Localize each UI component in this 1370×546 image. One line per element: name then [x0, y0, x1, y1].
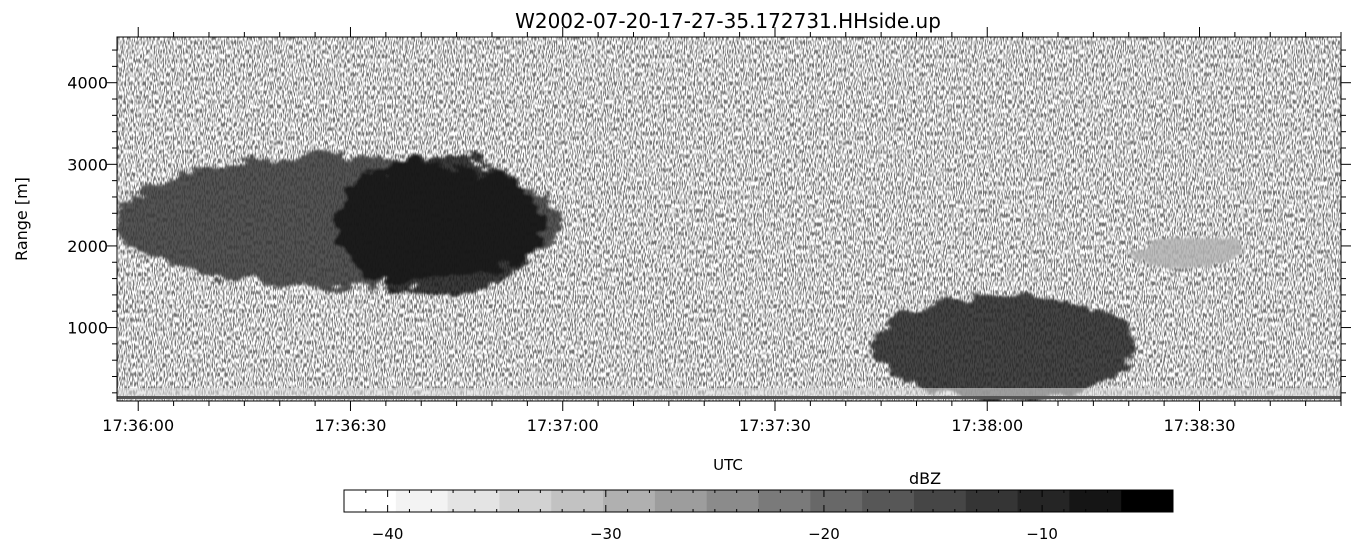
colorbar-tick-label: −40	[372, 525, 404, 543]
colorbar-level	[810, 490, 863, 512]
colorbar-level	[499, 490, 552, 512]
x-tick-label: 17:36:00	[102, 416, 174, 435]
colorbar-level	[654, 490, 708, 512]
y-tick-label: 2000	[67, 237, 108, 256]
echo-layer	[117, 37, 1341, 401]
colorbar-level	[344, 490, 397, 512]
y-tick-label: 1000	[67, 319, 108, 338]
y-tick-label: 3000	[67, 155, 108, 174]
chart-title: W2002-07-20-17-27-35.172731.HHside.up	[515, 9, 941, 33]
colorbar-level	[706, 490, 759, 512]
echo-feature-2	[336, 156, 542, 295]
plot-frame	[116, 36, 1342, 402]
colorbar-level	[758, 490, 811, 512]
colorbar-label: dBZ	[909, 469, 941, 488]
ground-clutter-band	[117, 388, 1341, 398]
colorbar-level	[1069, 490, 1122, 512]
x-tick-label: 17:37:00	[527, 416, 599, 435]
colorbar-level	[862, 490, 915, 512]
x-tick-label: 17:38:00	[951, 416, 1023, 435]
colorbar-level	[447, 490, 500, 512]
x-axis: 17:36:00 17:36:30 17:37:00 17:37:30 17:38:00…	[102, 27, 1342, 435]
y-axis: 1000 2000 3000 4000	[67, 49, 1351, 394]
ground-clutter-line	[117, 396, 1341, 399]
colorbar-level	[603, 490, 656, 512]
colorbar-level	[913, 490, 967, 512]
colorbar-tick-label: −20	[808, 525, 840, 543]
colorbar-level	[551, 490, 604, 512]
colorbar-level	[965, 490, 1019, 512]
colorbar: −40 −30 −20 −10	[343, 489, 1174, 543]
x-tick-label: 17:37:30	[739, 416, 811, 435]
y-axis-label: Range [m]	[12, 177, 31, 261]
x-axis-label: UTC	[713, 456, 743, 474]
colorbar-level	[1121, 490, 1174, 512]
echo-feature-3	[874, 294, 1136, 401]
colorbar-level	[1017, 490, 1070, 512]
colorbar-tick-label: −30	[590, 525, 622, 543]
x-tick-label: 17:38:30	[1164, 416, 1236, 435]
colorbar-tick-label: −10	[1026, 525, 1058, 543]
y-tick-label: 4000	[67, 74, 108, 93]
colorbar-level	[395, 490, 449, 512]
x-tick-label: 17:36:30	[315, 416, 387, 435]
echo-feature-4	[1135, 237, 1242, 271]
